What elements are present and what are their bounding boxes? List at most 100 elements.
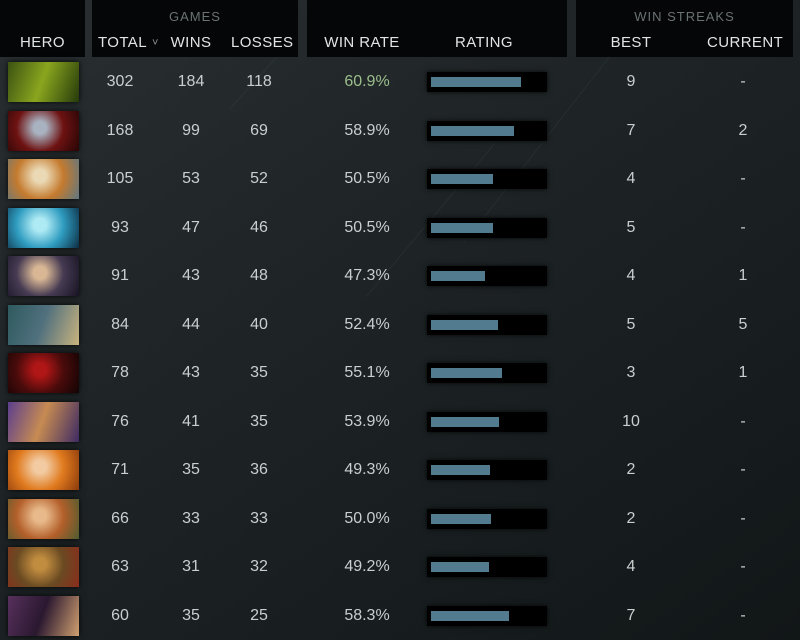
hero-portrait-windranger[interactable]: [8, 498, 79, 539]
hero-portrait-venomancer[interactable]: [8, 62, 79, 102]
wins-value: 99: [182, 121, 200, 139]
total-games-value: 105: [106, 170, 134, 187]
column-header-hero[interactable]: HERO: [20, 34, 65, 51]
best-streak-value: 7: [626, 606, 636, 624]
streaks-header-panel: WIN STREAKS BEST CURRENT: [576, 0, 793, 57]
best-streak-value: 2: [626, 509, 636, 527]
table-row[interactable]: 91 43 48 47.3% 4 1: [0, 252, 800, 301]
current-streak-value: -: [740, 509, 746, 527]
hero-portrait-earthshaker[interactable]: [8, 547, 79, 587]
losses-value: 40: [250, 315, 268, 333]
table-row[interactable]: 93 47 46 50.5% 5 -: [0, 204, 800, 253]
winrate-header-panel: WIN RATE RATING: [307, 0, 567, 57]
column-header-win-rate[interactable]: WIN RATE: [324, 34, 400, 51]
hero-table-body: 302 184 118 60.9% 9 - 168 99 69 58.9% 7 …: [0, 58, 800, 640]
column-header-current[interactable]: CURRENT: [707, 34, 784, 51]
losses-value: 46: [250, 218, 268, 236]
wins-value: 184: [177, 73, 205, 90]
best-streak-value: 3: [626, 364, 636, 381]
hero-portrait-shadow-fiend[interactable]: [8, 353, 79, 393]
table-row[interactable]: 84 44 40 52.4% 5 5: [0, 301, 800, 350]
wins-value: 43: [182, 267, 200, 284]
table-row[interactable]: 302 184 118 60.9% 9 -: [0, 58, 800, 107]
rating-bar-fill: [431, 271, 485, 281]
wins-value: 53: [182, 170, 200, 187]
current-streak-value: -: [740, 412, 746, 430]
best-streak-value: 4: [626, 267, 636, 284]
win-rate-value: 58.3%: [344, 606, 390, 624]
hero-portrait-juggernaut[interactable]: [8, 159, 79, 199]
table-row[interactable]: 66 33 33 50.0% 2 -: [0, 495, 800, 544]
current-streak-value: -: [740, 606, 746, 624]
current-streak-value: -: [740, 218, 746, 236]
win-rate-value: 50.0%: [344, 509, 390, 527]
rating-bar: [427, 314, 547, 335]
rating-bar-fill: [431, 368, 502, 378]
hero-portrait-anti-mage[interactable]: [8, 401, 79, 442]
wins-value: 31: [182, 558, 200, 575]
losses-value: 25: [250, 606, 268, 624]
hero-portrait-lina[interactable]: [8, 450, 79, 490]
win-rate-value: 47.3%: [344, 267, 390, 284]
hero-portrait-storm-spirit[interactable]: [8, 207, 79, 248]
column-header-wins[interactable]: WINS: [170, 34, 212, 51]
wins-value: 44: [182, 315, 200, 333]
rating-bar: [427, 120, 547, 141]
games-header-panel: GAMES TOTAL ˅ WINS LOSSES: [92, 0, 298, 57]
sort-chevron-down-icon: ˅: [151, 37, 159, 49]
total-games-value: 63: [111, 558, 129, 575]
total-games-value: 71: [111, 461, 129, 478]
total-games-value: 60: [111, 606, 129, 624]
table-row[interactable]: 78 43 35 55.1% 3 1: [0, 349, 800, 398]
rating-bar: [427, 72, 547, 92]
losses-value: 33: [250, 509, 268, 527]
hero-portrait-silencer[interactable]: [8, 595, 79, 636]
rating-bar: [427, 605, 547, 626]
table-row[interactable]: 76 41 35 53.9% 10 -: [0, 398, 800, 447]
hero-portrait-slark[interactable]: [8, 304, 79, 345]
best-streak-value: 7: [626, 121, 636, 139]
table-row[interactable]: 71 35 36 49.3% 2 -: [0, 446, 800, 495]
win-rate-value: 60.9%: [344, 73, 390, 90]
column-header-rating[interactable]: RATING: [455, 34, 513, 51]
rating-bar-fill: [431, 319, 499, 330]
table-row[interactable]: 63 31 32 49.2% 4 -: [0, 543, 800, 592]
current-streak-value: 2: [738, 121, 748, 139]
column-header-best[interactable]: BEST: [610, 34, 652, 51]
total-games-value: 78: [111, 364, 129, 381]
rating-bar: [427, 363, 547, 383]
hero-portrait-queen-of-pain[interactable]: [8, 110, 79, 151]
table-row[interactable]: 105 53 52 50.5% 4 -: [0, 155, 800, 204]
losses-value: 32: [250, 558, 268, 575]
hero-portrait-mirana[interactable]: [8, 256, 79, 296]
column-header-total[interactable]: TOTAL ˅: [98, 34, 159, 51]
win-rate-value: 50.5%: [344, 170, 390, 187]
losses-value: 48: [250, 267, 268, 284]
losses-value: 35: [250, 412, 268, 430]
games-group-label: GAMES: [169, 9, 221, 24]
rating-bar-fill: [431, 174, 494, 184]
win-rate-value: 52.4%: [344, 315, 390, 333]
rating-bar-fill: [431, 610, 509, 621]
win-rate-value: 50.5%: [344, 218, 390, 236]
best-streak-value: 5: [626, 315, 636, 333]
column-header-losses[interactable]: LOSSES: [231, 34, 294, 51]
table-row[interactable]: 168 99 69 58.9% 7 2: [0, 107, 800, 156]
win-rate-value: 58.9%: [344, 121, 390, 139]
rating-bar-fill: [431, 465, 490, 475]
best-streak-value: 4: [626, 558, 636, 575]
total-games-value: 84: [111, 315, 129, 333]
rating-bar-fill: [431, 125, 514, 136]
rating-bar: [427, 266, 547, 286]
current-streak-value: -: [740, 73, 746, 90]
rating-bar: [427, 169, 547, 189]
best-streak-value: 10: [622, 412, 640, 430]
rating-bar: [427, 217, 547, 238]
losses-value: 69: [250, 121, 268, 139]
rating-bar-fill: [431, 77, 521, 87]
total-games-value: 76: [111, 412, 129, 430]
hero-header-panel: HERO: [0, 0, 85, 57]
table-row[interactable]: 60 35 25 58.3% 7 -: [0, 592, 800, 640]
wins-value: 35: [182, 606, 200, 624]
